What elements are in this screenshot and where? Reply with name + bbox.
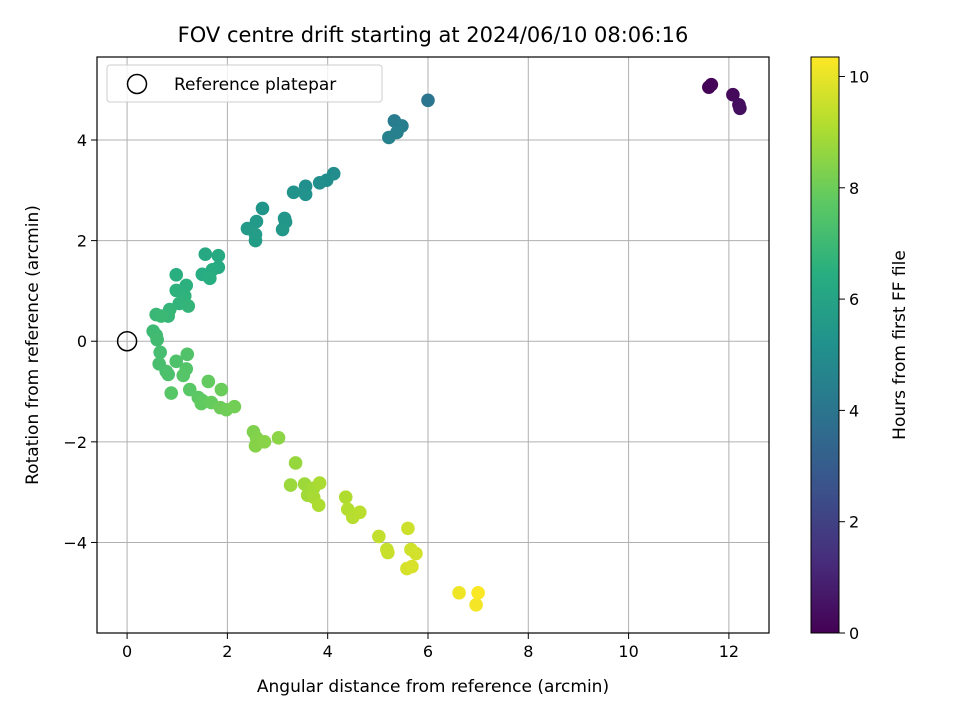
data-point bbox=[181, 299, 196, 313]
data-point bbox=[203, 271, 217, 286]
data-point bbox=[153, 345, 167, 360]
y-tick-label: 0 bbox=[77, 332, 87, 351]
data-point bbox=[312, 476, 327, 490]
data-point bbox=[405, 559, 419, 574]
data-point bbox=[312, 175, 327, 190]
grid-lines bbox=[97, 57, 769, 633]
plot-frame bbox=[96, 56, 770, 634]
x-axis-label: Angular distance from reference (arcmin) bbox=[257, 677, 609, 697]
data-point bbox=[275, 222, 290, 237]
data-point bbox=[211, 248, 226, 263]
colorbar-tick-label: 10 bbox=[849, 67, 869, 86]
data-point bbox=[471, 585, 485, 600]
colorbar-tick-label: 8 bbox=[849, 179, 859, 198]
y-tick-label: −4 bbox=[63, 533, 87, 552]
data-points bbox=[146, 77, 747, 612]
y-tick-label: −2 bbox=[63, 433, 87, 452]
colorbar: 0 2 4 6 8 10 Hours from first FF file bbox=[810, 56, 910, 643]
legend-box bbox=[106, 64, 383, 103]
data-point bbox=[372, 529, 386, 544]
x-axis-ticks: 0 2 4 6 8 10 12 bbox=[122, 633, 739, 661]
data-point bbox=[201, 374, 216, 389]
data-point bbox=[733, 101, 747, 116]
data-point bbox=[150, 332, 164, 347]
y-tick-label: 2 bbox=[77, 232, 87, 251]
x-tick-label: 0 bbox=[122, 642, 132, 661]
colorbar-ticks: 0 2 4 6 8 10 bbox=[839, 67, 869, 643]
x-tick-label: 6 bbox=[423, 642, 433, 661]
data-point bbox=[198, 247, 213, 261]
data-point bbox=[381, 545, 395, 560]
data-point bbox=[179, 278, 194, 293]
colorbar-tick-label: 2 bbox=[849, 513, 859, 532]
y-tick-label: 4 bbox=[77, 131, 87, 150]
data-point bbox=[255, 201, 270, 216]
reference-platepar-marker bbox=[116, 330, 138, 352]
data-point bbox=[182, 382, 197, 397]
data-point bbox=[338, 490, 353, 504]
data-point bbox=[382, 130, 396, 145]
data-point bbox=[704, 77, 719, 92]
legend-reference-marker bbox=[126, 73, 148, 95]
colorbar-gradient bbox=[810, 56, 840, 634]
x-tick-label: 10 bbox=[618, 642, 638, 661]
data-point bbox=[227, 399, 242, 414]
legend: Reference platepar bbox=[106, 64, 383, 103]
legend-entry-reference: Reference platepar bbox=[174, 75, 336, 95]
data-point bbox=[154, 309, 168, 323]
data-point bbox=[421, 93, 435, 108]
data-point bbox=[169, 354, 184, 369]
data-point bbox=[283, 478, 298, 492]
data-point bbox=[271, 431, 286, 445]
data-point bbox=[452, 585, 466, 600]
colorbar-tick-label: 4 bbox=[849, 401, 859, 420]
x-tick-label: 8 bbox=[523, 642, 533, 661]
data-point bbox=[726, 87, 740, 102]
data-point bbox=[180, 347, 195, 362]
data-point bbox=[161, 367, 176, 382]
y-axis-label: Rotation from reference (arcmin) bbox=[23, 205, 43, 485]
data-point bbox=[164, 386, 179, 400]
x-tick-label: 2 bbox=[222, 642, 232, 661]
data-point bbox=[401, 521, 415, 536]
colorbar-label: Hours from first FF file bbox=[890, 250, 910, 440]
data-point bbox=[257, 435, 272, 449]
data-point bbox=[288, 456, 303, 470]
data-point bbox=[176, 368, 191, 383]
data-point bbox=[469, 598, 483, 612]
data-point bbox=[286, 185, 301, 200]
y-axis-ticks: −4 −2 0 2 4 bbox=[63, 131, 97, 552]
colorbar-tick-label: 6 bbox=[849, 290, 859, 309]
data-point bbox=[248, 233, 263, 248]
data-point bbox=[352, 505, 367, 520]
colorbar-tick-label: 0 bbox=[849, 624, 859, 643]
data-point bbox=[169, 268, 184, 282]
data-point bbox=[311, 498, 326, 513]
data-point bbox=[214, 382, 229, 397]
x-tick-label: 4 bbox=[323, 642, 333, 661]
reference-marker-group bbox=[116, 330, 138, 352]
data-point bbox=[194, 396, 209, 411]
data-point bbox=[409, 546, 423, 561]
chart-title: FOV centre drift starting at 2024/06/10 … bbox=[178, 23, 689, 47]
data-point bbox=[298, 187, 313, 202]
x-tick-label: 12 bbox=[719, 642, 739, 661]
